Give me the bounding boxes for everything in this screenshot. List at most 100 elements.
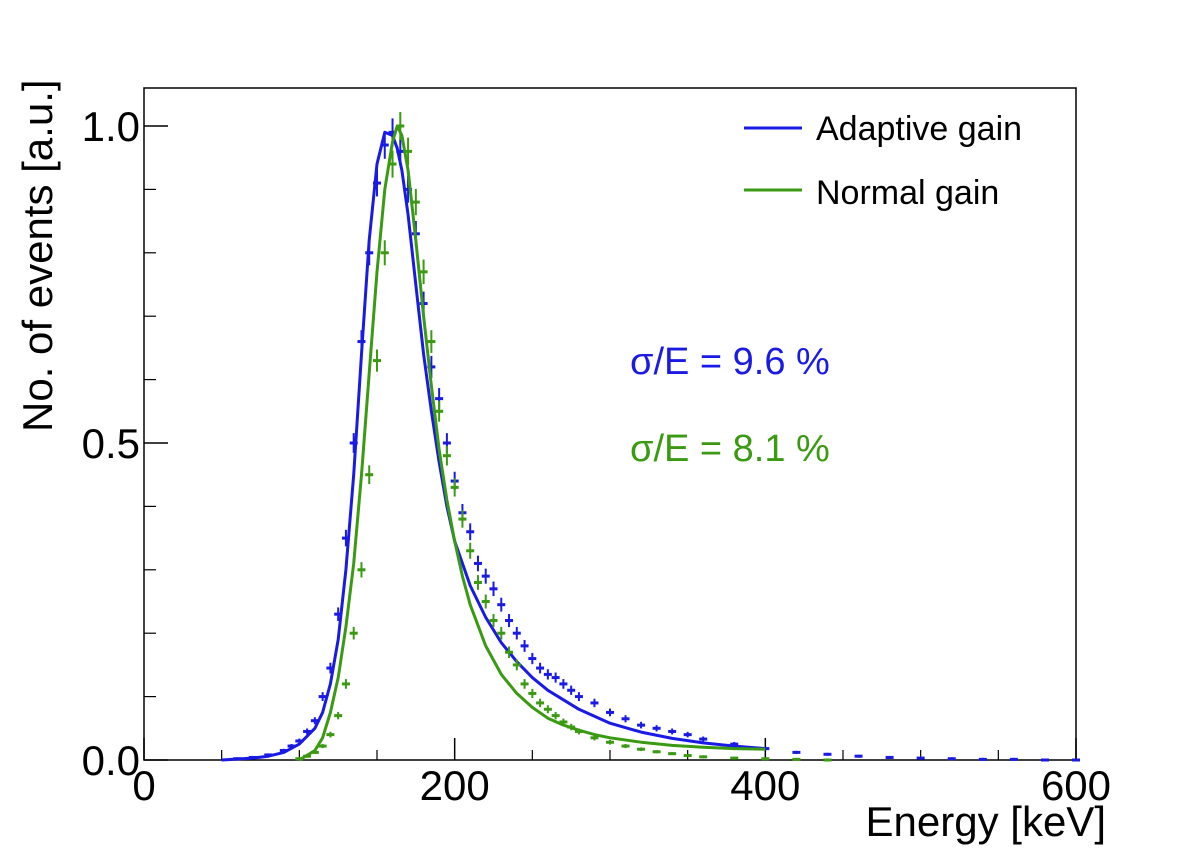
major-ticks [143,125,1077,761]
data-point [466,542,475,559]
data-point [248,755,257,759]
data-point [621,743,630,749]
data-point [567,685,576,695]
data-point [606,739,614,745]
data-point [505,613,514,628]
data-point [1040,758,1049,762]
data-point [349,433,358,453]
data-point [551,711,560,720]
series-normal-gain [295,112,832,762]
data-point [373,349,381,372]
data-point [652,750,661,754]
data-point [916,756,925,760]
data-point [668,752,677,756]
x-axis-label: Energy [keV] [866,798,1106,845]
data-point [885,755,894,759]
series-adaptive-gain [221,118,1080,762]
data-point [512,659,521,671]
data-point [349,626,358,640]
data-point [334,711,343,720]
data-point [303,728,312,735]
data-point [380,240,389,266]
data-point [520,679,529,689]
data-point [473,575,482,590]
x-tick-label: 400 [730,762,800,809]
data-point [427,330,436,353]
data-point [442,445,451,466]
data-point [699,736,708,742]
data-point [730,741,739,747]
data-point [396,137,405,166]
data-point [536,662,545,674]
data-point [543,669,552,680]
data-point [652,725,661,732]
data-point [287,743,296,749]
resolution-label-adaptive-gain: σ/E = 9.6 % [630,341,830,383]
data-point [567,723,576,731]
data-point [1009,757,1018,761]
legend-label-adaptive-gain: Adaptive gain [816,110,1022,148]
data-point [792,750,801,754]
data-point [310,750,319,754]
legend: Adaptive gain Normal gain [744,110,1022,212]
data-point [590,698,599,708]
data-point [435,400,444,422]
data-point [543,705,552,714]
data-point [233,757,242,761]
data-point [450,478,459,497]
data-point [792,757,801,761]
data-point [326,662,335,674]
data-point [699,755,708,759]
data-point [823,758,832,762]
data-point [411,188,420,216]
data-point [326,731,335,738]
data-point [310,717,319,725]
data-point [489,581,498,597]
legend-label-normal-gain: Normal gain [816,174,999,212]
data-point [512,626,521,640]
data-point [341,529,350,547]
data-point [481,594,490,609]
data-point [341,679,350,689]
data-point [590,735,599,741]
data-point [536,698,545,708]
data-point [419,259,428,285]
data-point [637,747,646,752]
data-point [978,757,987,761]
data-point [473,555,482,572]
data-point [606,708,614,717]
data-point [637,721,646,729]
data-point [854,754,863,758]
data-point [730,756,739,760]
data-point [380,131,389,159]
data-point [497,626,506,640]
data-point [388,150,397,178]
data-point [373,169,381,197]
data-point [295,757,304,761]
data-point [823,752,832,756]
data-point [683,731,692,738]
data-point [303,754,312,758]
data-point [466,523,475,541]
data-point [551,672,560,683]
data-point [505,646,514,658]
y-tick-label: 0.0 [82,737,140,784]
plot-frame [143,87,1077,761]
data-point [574,692,583,702]
data-point [761,757,770,761]
data-point [574,728,583,735]
data-point [318,743,327,749]
y-axis-label: No. of events [a.u.] [14,79,61,432]
fit-curve [221,130,766,762]
x-tick-label: 0 [132,762,155,809]
data-point [497,597,506,612]
data-point [489,613,498,628]
data-point [1072,758,1080,762]
data-point [683,754,692,758]
y-tick-label: 0.5 [82,420,140,467]
tick-labels: 0 200 400 600 0.0 0.5 1.0 [82,103,1111,809]
x-tick-label: 600 [1041,762,1111,809]
x-tick-label: 200 [420,762,490,809]
data-point [334,607,343,621]
